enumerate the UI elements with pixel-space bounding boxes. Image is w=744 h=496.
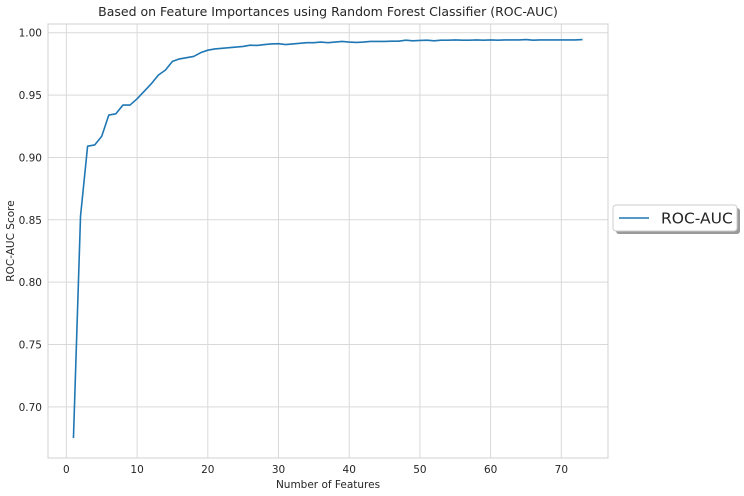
legend-label: ROC-AUC bbox=[661, 210, 733, 228]
x-tick-label: 20 bbox=[201, 464, 214, 476]
plot-area bbox=[48, 24, 608, 458]
grid-lines bbox=[48, 24, 608, 458]
x-tick-label: 60 bbox=[484, 464, 497, 476]
y-tick-label: 1.00 bbox=[19, 28, 42, 40]
plot-border bbox=[47, 23, 609, 459]
y-tick-label: 0.70 bbox=[19, 402, 42, 414]
y-axis-label: ROC-AUC Score bbox=[5, 200, 17, 281]
x-tick-label: 30 bbox=[272, 464, 285, 476]
series-line-roc-auc bbox=[72, 38, 583, 439]
x-tick-label: 70 bbox=[555, 464, 568, 476]
x-tick-label: 40 bbox=[343, 464, 356, 476]
x-tick-labels: 0 10 20 30 40 50 60 70 bbox=[63, 464, 568, 476]
x-tick-label: 10 bbox=[130, 464, 143, 476]
y-tick-label: 0.75 bbox=[19, 340, 42, 352]
legend: ROC-AUC bbox=[612, 204, 740, 234]
y-tick-label: 0.80 bbox=[19, 277, 42, 289]
axes-frame bbox=[47, 23, 609, 459]
legend-box bbox=[612, 204, 738, 232]
series-layer bbox=[72, 38, 583, 439]
x-tick-label: 50 bbox=[413, 464, 426, 476]
chart-title: Based on Feature Importances using Rando… bbox=[98, 4, 558, 19]
x-tick-label: 0 bbox=[63, 464, 70, 476]
y-tick-label: 0.95 bbox=[19, 90, 42, 102]
y-tick-label: 0.90 bbox=[19, 152, 42, 164]
y-tick-label: 0.85 bbox=[19, 215, 42, 227]
x-axis-label: Number of Features bbox=[276, 479, 380, 491]
y-tick-labels: 0.70 0.75 0.80 0.85 0.90 0.95 1.00 bbox=[19, 28, 42, 414]
